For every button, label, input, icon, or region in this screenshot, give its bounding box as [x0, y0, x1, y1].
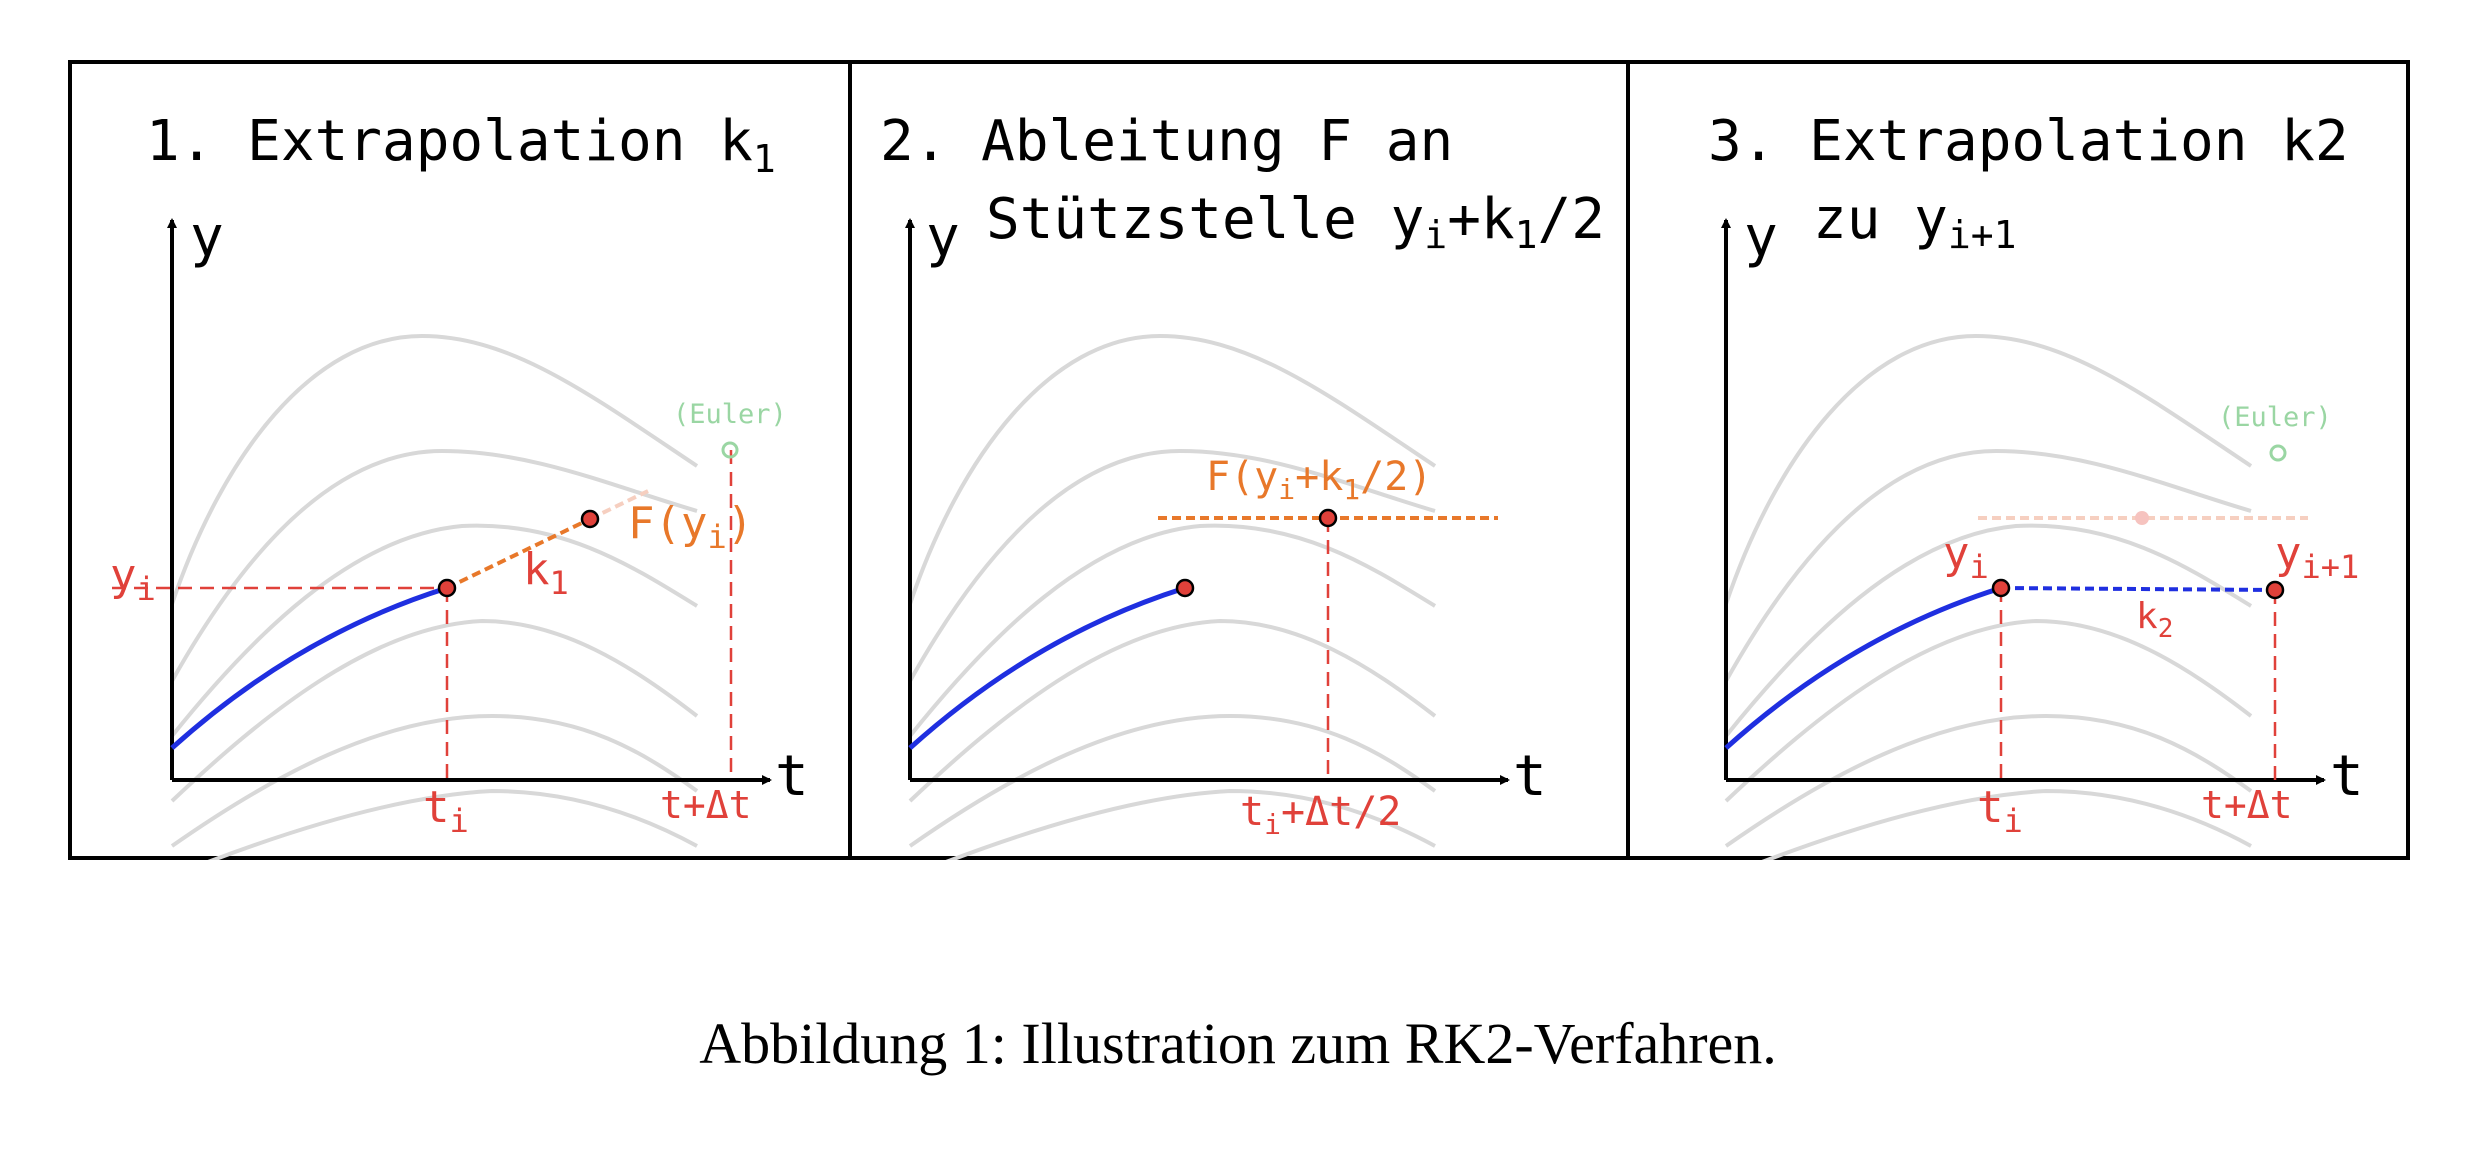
panel-3-faded-midpoint	[2135, 511, 2149, 525]
panel-1-k1-point	[580, 509, 600, 529]
panel-3-yi1-label: yi+1	[2275, 528, 2359, 586]
panel-3-tdt-label: t+Δt	[2201, 783, 2293, 827]
panel-1-euler-point	[721, 441, 739, 459]
panel-3-yi-label: yi	[1943, 528, 1989, 586]
panel-1: 1. Extrapolation k1 y t (Euler) F(yi) k1…	[110, 109, 809, 860]
panel-1-yi-label: yi	[110, 550, 156, 608]
panel-3-ti-label: ti	[1977, 782, 2023, 840]
panel-2-t-axis-label: t	[1513, 744, 1547, 809]
panel-3-euler-point	[2269, 444, 2287, 462]
panel-2-t-label: ti+Δt/2	[1240, 789, 1401, 841]
rk2-diagram: 1. Extrapolation k1 y t (Euler) F(yi) k1…	[68, 60, 2410, 860]
figure-outer-frame	[68, 60, 2410, 860]
panel-3-t-axis-label: t	[2330, 744, 2364, 809]
panel-3-euler-label: (Euler)	[2218, 402, 2332, 433]
panel-1-F-label: F(yi)	[628, 498, 753, 556]
panel-2-midpoint	[1318, 508, 1338, 528]
panel-1-tdt-label: t+Δt	[660, 783, 752, 827]
panel-1-k1-extension	[589, 489, 649, 521]
panel-3-title-line-2: zu yi+1	[1813, 187, 2017, 257]
panel-1-title: 1. Extrapolation k1	[146, 109, 776, 181]
panel-2-title-line-1: 2. Ableitung F an	[880, 109, 1453, 174]
panel-1-euler-label: (Euler)	[673, 399, 787, 430]
figure-caption: Abbildung 1: Illustration zum RK2-Verfah…	[699, 1011, 1777, 1076]
panel-1-t-axis-label: t	[775, 744, 809, 809]
panel-2-yi-point	[1175, 578, 1195, 598]
panel-1-yi-point	[437, 578, 457, 598]
panel-3-k2-step	[2000, 586, 2276, 592]
panel-3-k2-label: k2	[2136, 596, 2173, 644]
panel-2-title-line-2: Stützstelle yi+k1/2	[986, 187, 1605, 257]
panel-2-y-axis-label: y	[926, 205, 960, 270]
panel-3-yi-point	[1991, 578, 2011, 598]
panel-1-k1-label: k1	[523, 544, 569, 602]
panel-1-k1-extrapolation	[446, 517, 591, 590]
panel-2: 2. Ableitung F an Stützstelle yi+k1/2 y …	[880, 109, 1605, 860]
panel-3-title-line-1: 3. Extrapolation k2	[1708, 109, 2349, 174]
panel-2-F-label: F(yi+k1/2)	[1206, 454, 1432, 506]
panel-3-y-axis-label: y	[1744, 205, 1778, 270]
rk2-figure: 1. Extrapolation k1 y t (Euler) F(yi) k1…	[68, 60, 2410, 860]
panel-3: 3. Extrapolation k2 zu yi+1 y t (Euler) …	[1708, 109, 2364, 860]
panel-1-y-axis-label: y	[190, 205, 224, 270]
panel-1-ti-label: ti	[423, 782, 469, 840]
panel-3-yi1-point	[2265, 580, 2285, 600]
